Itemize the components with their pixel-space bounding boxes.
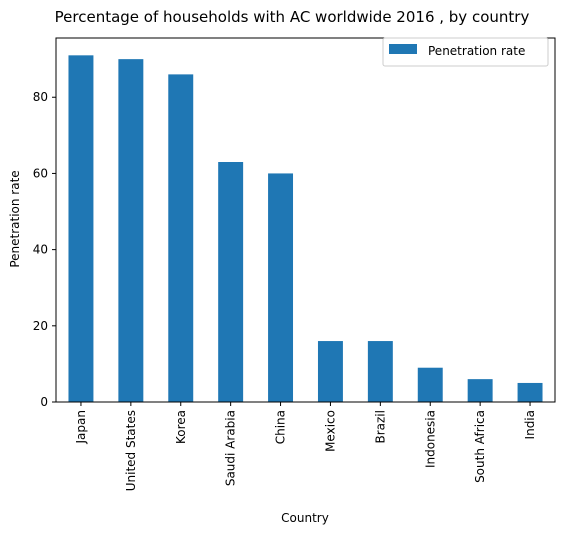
x-tick-label: Saudi Arabia [224, 410, 238, 486]
legend-swatch [389, 44, 417, 54]
bar-indonesia [418, 368, 443, 402]
y-tick-label: 80 [33, 90, 48, 104]
y-tick-label: 40 [33, 243, 48, 257]
x-tick-label: United States [124, 410, 138, 491]
x-tick-label: China [274, 410, 288, 444]
chart-title: Percentage of households with AC worldwi… [55, 8, 530, 26]
bar-korea [168, 74, 193, 402]
x-tick-label: Indonesia [423, 410, 437, 468]
bar-brazil [368, 341, 393, 402]
bar-south-africa [468, 379, 493, 402]
y-axis-label: Penetration rate [8, 170, 22, 267]
x-tick-label: Korea [174, 410, 188, 444]
y-tick-label: 0 [40, 395, 48, 409]
legend-series-label: Penetration rate [428, 44, 525, 58]
x-axis-label: Country [281, 511, 329, 525]
x-tick-label: India [523, 410, 537, 439]
x-tick-label: South Africa [473, 410, 487, 483]
bar-japan [68, 55, 93, 402]
bar-united-states [118, 59, 143, 402]
bar-india [518, 383, 543, 402]
x-tick-label: Japan [74, 410, 88, 444]
y-tick-label: 60 [33, 166, 48, 180]
bar-china [268, 173, 293, 402]
bar-saudi-arabia [218, 162, 243, 402]
y-tick-label: 20 [33, 319, 48, 333]
bar-mexico [318, 341, 343, 402]
legend: Penetration rate [383, 38, 548, 66]
x-tick-label: Mexico [323, 410, 337, 452]
x-tick-label: Brazil [373, 410, 387, 444]
